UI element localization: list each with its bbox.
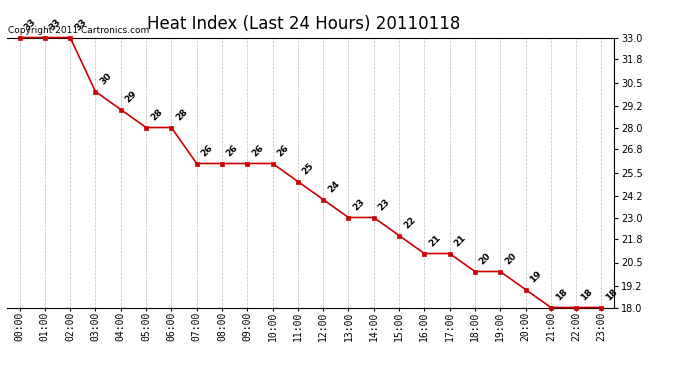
Text: 26: 26 bbox=[250, 143, 265, 158]
Text: 25: 25 bbox=[301, 161, 316, 176]
Text: Copyright 2011 Cartronics.com: Copyright 2011 Cartronics.com bbox=[8, 26, 149, 35]
Text: 28: 28 bbox=[174, 107, 189, 122]
Text: 18: 18 bbox=[553, 287, 569, 302]
Text: 23: 23 bbox=[351, 197, 366, 212]
Text: 22: 22 bbox=[402, 215, 417, 230]
Text: 29: 29 bbox=[124, 88, 139, 104]
Text: 18: 18 bbox=[604, 287, 620, 302]
Text: 26: 26 bbox=[225, 143, 240, 158]
Text: 19: 19 bbox=[529, 268, 544, 284]
Text: Heat Index (Last 24 Hours) 20110118: Heat Index (Last 24 Hours) 20110118 bbox=[147, 15, 460, 33]
Text: 26: 26 bbox=[275, 143, 290, 158]
Text: 33: 33 bbox=[22, 17, 37, 32]
Text: 26: 26 bbox=[199, 143, 215, 158]
Text: 33: 33 bbox=[48, 17, 63, 32]
Text: 18: 18 bbox=[579, 287, 594, 302]
Text: 21: 21 bbox=[453, 233, 468, 248]
Text: 23: 23 bbox=[377, 197, 392, 212]
Text: 30: 30 bbox=[98, 71, 113, 86]
Text: 21: 21 bbox=[427, 233, 442, 248]
Text: 28: 28 bbox=[149, 107, 164, 122]
Text: 20: 20 bbox=[503, 251, 518, 266]
Text: 24: 24 bbox=[326, 178, 342, 194]
Text: 20: 20 bbox=[477, 251, 493, 266]
Text: 33: 33 bbox=[73, 17, 88, 32]
